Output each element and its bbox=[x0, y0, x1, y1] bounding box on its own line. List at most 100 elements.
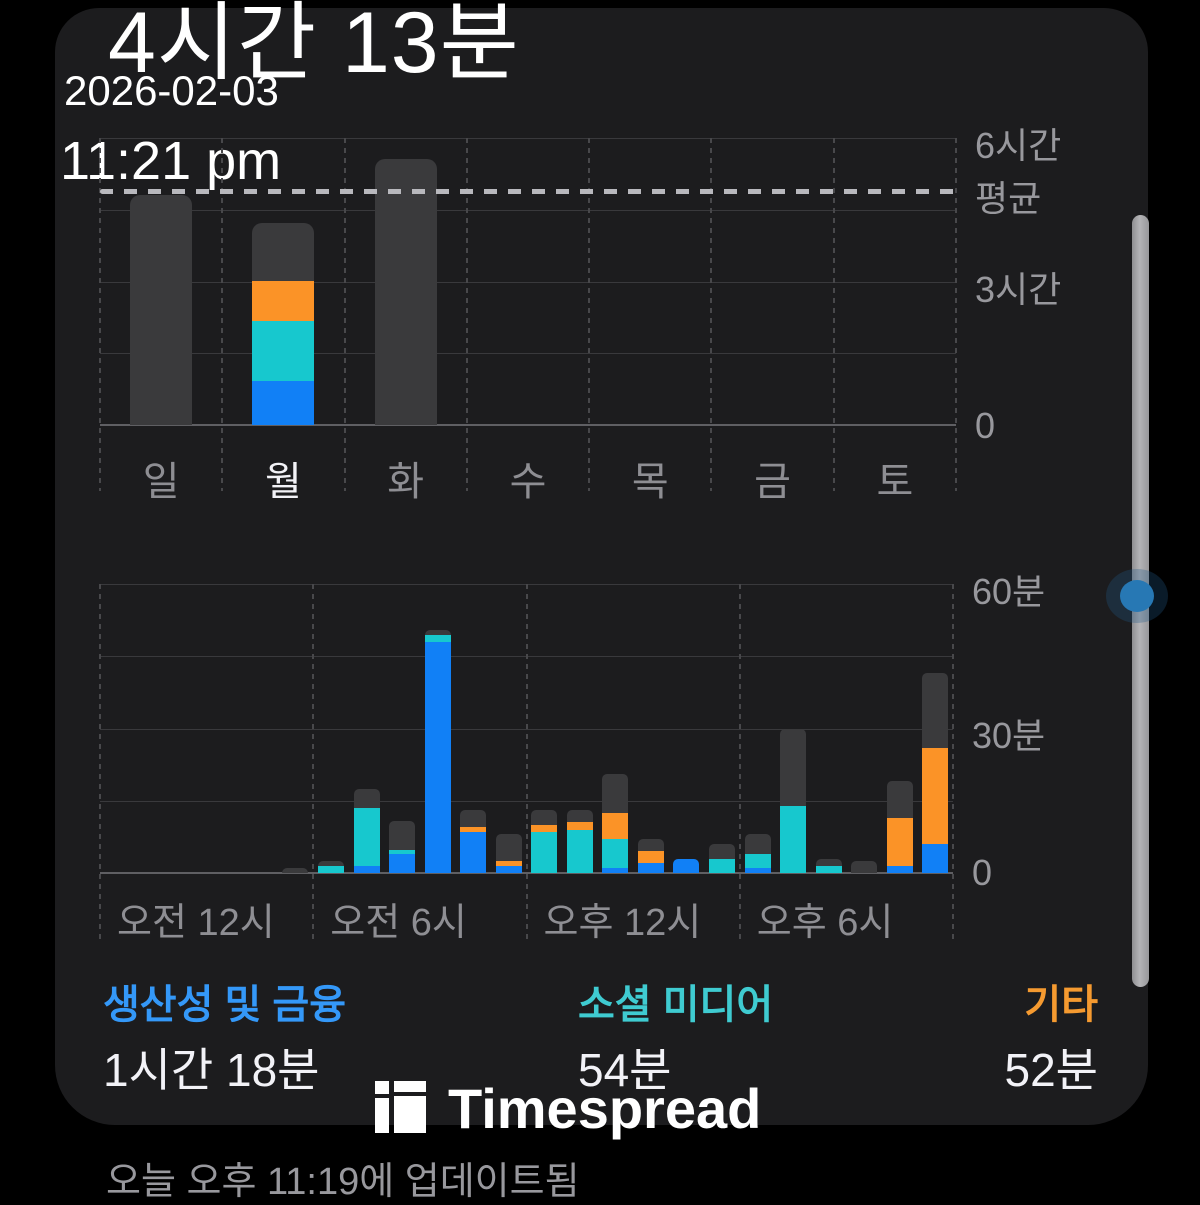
date-overlay: 2026-02-03 bbox=[64, 67, 279, 114]
x-axis-label: 오전 12시 bbox=[117, 902, 275, 944]
timespread-logo-icon bbox=[375, 1081, 429, 1133]
bar-segment-생산성 및 금융[interactable] bbox=[424, 641, 451, 873]
bar-segment-gray-unselected-days[interactable] bbox=[252, 223, 315, 281]
time-overlay: 11:21 pm bbox=[60, 131, 282, 191]
gridline-h bbox=[100, 353, 956, 355]
bar-segment-gray-unselected[interactable] bbox=[531, 810, 558, 825]
bar-segment-gray-unselected[interactable] bbox=[353, 788, 380, 808]
bar-segment-gray-unselected[interactable] bbox=[460, 810, 487, 828]
bar-segment-기타[interactable] bbox=[566, 822, 593, 830]
bar-segment-생산성 및 금융[interactable] bbox=[353, 865, 380, 873]
weekly-ytick-6h: 6시간 bbox=[975, 125, 1062, 166]
logo-stem bbox=[375, 1098, 389, 1133]
bar-segment-소셜 미디어[interactable] bbox=[566, 829, 593, 873]
bar-segment-gray-unselected[interactable] bbox=[851, 860, 878, 873]
bar-segment-gray-unselected[interactable] bbox=[566, 810, 593, 823]
gridline-v-dashed bbox=[525, 584, 528, 939]
gridline-h bbox=[100, 209, 956, 211]
bar-segment-소셜 미디어[interactable] bbox=[815, 865, 842, 873]
bar-segment-소셜 미디어[interactable] bbox=[602, 839, 629, 869]
bar-segment-기타[interactable] bbox=[252, 280, 315, 322]
bar-segment-생산성 및 금융[interactable] bbox=[922, 844, 949, 873]
gridline-v-dashed bbox=[738, 584, 741, 939]
day-label-일[interactable]: 일 bbox=[142, 460, 180, 504]
bar-segment-gray-unselected[interactable] bbox=[637, 839, 664, 852]
bar-segment-생산성 및 금융[interactable] bbox=[673, 858, 700, 873]
day-label-화[interactable]: 화 bbox=[387, 460, 425, 504]
bar-segment-소셜 미디어[interactable] bbox=[353, 807, 380, 866]
bar-segment-gray-unselected[interactable] bbox=[602, 774, 629, 813]
bar-segment-소셜 미디어[interactable] bbox=[780, 805, 807, 873]
bar-segment-소셜 미디어[interactable] bbox=[708, 858, 735, 873]
gridline-v-dashed bbox=[99, 584, 101, 939]
gridline-v-dashed bbox=[588, 138, 591, 491]
day-label-목[interactable]: 목 bbox=[631, 460, 669, 504]
bar-segment-gray-unselected[interactable] bbox=[424, 629, 451, 635]
gridline-h bbox=[100, 138, 956, 139]
bar-segment-생산성 및 금융[interactable] bbox=[637, 863, 664, 873]
bar-segment-gray-unselected[interactable] bbox=[495, 834, 522, 861]
bar-segment-gray-unselected[interactable] bbox=[318, 860, 345, 866]
bar-segment-생산성 및 금융[interactable] bbox=[886, 865, 913, 873]
gridline-v-dashed bbox=[312, 584, 315, 939]
day-label-토[interactable]: 토 bbox=[876, 460, 914, 504]
day-label-수[interactable]: 수 bbox=[509, 460, 547, 504]
x-axis-label: 오후 12시 bbox=[543, 902, 702, 944]
hourly-ytick-0: 0 bbox=[972, 852, 993, 893]
bar-segment-소셜 미디어[interactable] bbox=[744, 853, 771, 869]
bar-segment-gray-unselected[interactable] bbox=[389, 820, 416, 850]
day-label-금[interactable]: 금 bbox=[754, 460, 791, 504]
bar-segment-gray-unselected-days[interactable] bbox=[130, 195, 193, 425]
bar-segment-생산성 및 금융[interactable] bbox=[389, 853, 416, 873]
bar-segment-기타[interactable] bbox=[637, 851, 664, 864]
bar-segment-gray-unselected[interactable] bbox=[886, 781, 913, 818]
gridline-v-dashed bbox=[343, 138, 346, 491]
legend-value-other: 52분 bbox=[1004, 1044, 1099, 1096]
x-axis-label: 오후 6시 bbox=[756, 902, 894, 944]
logo-dot bbox=[375, 1081, 389, 1094]
bar-segment-gray-unselected[interactable] bbox=[282, 868, 309, 873]
legend-label-productivity-finance: 생산성 및 금융 bbox=[103, 983, 347, 1027]
gridline-v-dashed bbox=[952, 584, 954, 939]
bar-segment-기타[interactable] bbox=[886, 817, 913, 866]
bar-segment-gray-unselected-days[interactable] bbox=[374, 159, 437, 425]
screen-time-panel bbox=[55, 8, 1148, 1125]
logo-topbar bbox=[394, 1081, 426, 1092]
gridline-v-dashed bbox=[221, 138, 224, 491]
gridline-h bbox=[100, 424, 956, 426]
bar-segment-gray-unselected[interactable] bbox=[708, 844, 735, 859]
bar-segment-생산성 및 금융[interactable] bbox=[460, 832, 487, 873]
bar-segment-소셜 미디어[interactable] bbox=[531, 832, 558, 873]
bar-segment-기타[interactable] bbox=[460, 827, 487, 833]
day-label-월[interactable]: 월 bbox=[265, 460, 302, 504]
bar-segment-생산성 및 금융[interactable] bbox=[602, 868, 629, 873]
gridline-v-dashed bbox=[710, 138, 713, 491]
bar-segment-소셜 미디어[interactable] bbox=[318, 865, 345, 873]
bar-segment-gray-unselected[interactable] bbox=[815, 858, 842, 866]
bar-segment-생산성 및 금융[interactable] bbox=[495, 865, 522, 873]
bar-segment-기타[interactable] bbox=[602, 812, 629, 840]
bar-segment-생산성 및 금융[interactable] bbox=[744, 868, 771, 873]
hourly-bar-chart: 오전 12시 오전 6시 오후 12시 오후 6시 bbox=[99, 584, 954, 944]
bar-segment-gray-unselected[interactable] bbox=[780, 728, 807, 806]
timespread-wordmark: Timespread bbox=[448, 1077, 762, 1140]
bar-segment-gray-unselected[interactable] bbox=[922, 673, 949, 748]
legend-label-social-media: 소셜 미디어 bbox=[578, 983, 774, 1027]
bar-segment-기타[interactable] bbox=[922, 747, 949, 845]
scroll-indicator-dot[interactable] bbox=[1120, 580, 1154, 612]
gridline-v-dashed bbox=[465, 138, 468, 491]
gridline-h bbox=[100, 281, 956, 283]
bar-segment-기타[interactable] bbox=[531, 824, 558, 833]
bar-segment-생산성 및 금융[interactable] bbox=[252, 380, 315, 425]
bar-segment-소셜 미디어[interactable] bbox=[252, 321, 315, 381]
bar-segment-gray-unselected[interactable] bbox=[744, 834, 771, 854]
weekly-ytick-0: 0 bbox=[975, 405, 996, 446]
hourly-ytick-30m: 30분 bbox=[972, 715, 1046, 756]
weekly-average-label: 평균 bbox=[975, 178, 1042, 219]
bar-segment-소셜 미디어[interactable] bbox=[389, 849, 416, 854]
weekly-ytick-3h: 3시간 bbox=[975, 269, 1062, 310]
bar-segment-소셜 미디어[interactable] bbox=[424, 634, 451, 642]
logo-square bbox=[394, 1096, 426, 1133]
bar-segment-기타[interactable] bbox=[495, 860, 522, 866]
